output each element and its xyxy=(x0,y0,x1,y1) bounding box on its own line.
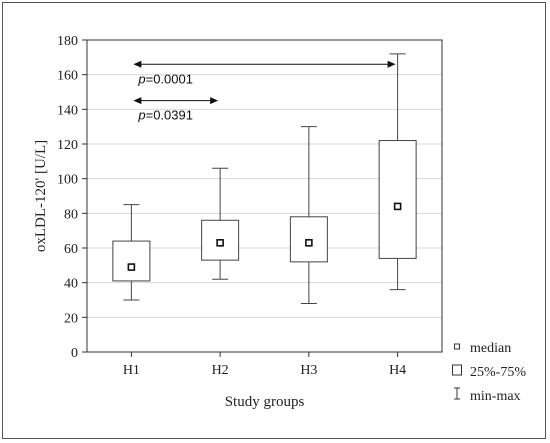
legend-item-median: median xyxy=(454,341,511,356)
median-marker xyxy=(393,202,402,211)
y-tick-label: 60 xyxy=(64,242,78,257)
y-tick-label: 20 xyxy=(64,311,78,326)
significance-annotation: p=0.0391 xyxy=(133,97,219,123)
iqr-box xyxy=(378,140,417,259)
legend-label: 25%-75% xyxy=(470,365,526,380)
x-axis: H1 H2 H3 H4 xyxy=(123,352,406,378)
box-h2 xyxy=(201,167,240,280)
arrow-left-icon xyxy=(133,60,142,68)
y-tick-label: 40 xyxy=(64,277,78,292)
x-axis-label: Study groups xyxy=(225,394,305,410)
y-tick-label: 0 xyxy=(71,346,78,361)
x-tick-label: H4 xyxy=(389,363,406,378)
iqr-box xyxy=(112,240,151,282)
legend-item-iqr: 25%-75% xyxy=(452,364,526,380)
p-value-label: p=0.0391 xyxy=(137,108,193,123)
p-symbol: p xyxy=(137,71,145,86)
p-value: =0.0001 xyxy=(146,71,193,86)
y-axis: 0 20 40 60 80 100 120 140 160 180 xyxy=(57,34,87,361)
y-tick-label: 100 xyxy=(57,173,78,188)
y-tick-label: 160 xyxy=(57,69,78,84)
legend-item-range: min-max xyxy=(454,387,521,404)
median-marker xyxy=(216,239,224,247)
legend: median 25%-75% min-max xyxy=(452,341,526,404)
whisker-legend-icon xyxy=(454,387,460,400)
box-h1 xyxy=(112,204,151,301)
median-marker xyxy=(305,239,313,247)
box-legend-icon xyxy=(452,364,462,376)
box-h3 xyxy=(289,126,328,304)
p-value: =0.0391 xyxy=(146,108,193,123)
x-tick-label: H1 xyxy=(123,363,140,378)
median-legend-icon xyxy=(454,343,460,350)
p-value-label: p=0.0001 xyxy=(137,71,193,86)
x-tick-label: H3 xyxy=(300,363,317,378)
arrow-left-icon xyxy=(133,97,142,105)
legend-label: median xyxy=(470,341,511,356)
box-h4 xyxy=(378,53,417,291)
significance-annotation: p=0.0001 xyxy=(133,60,396,86)
legend-label: min-max xyxy=(470,389,521,404)
x-tick-label: H2 xyxy=(212,363,229,378)
arrow-right-icon xyxy=(210,97,219,105)
median-marker xyxy=(127,263,136,271)
plot-area xyxy=(86,39,443,353)
arrow-right-icon xyxy=(387,60,396,68)
y-tick-label: 120 xyxy=(57,138,78,153)
y-tick-label: 140 xyxy=(57,103,78,118)
y-axis-label: oxLDL-120' [U/L] xyxy=(33,140,49,252)
y-tick-label: 180 xyxy=(57,34,78,49)
y-tick-label: 80 xyxy=(64,207,78,222)
p-symbol: p xyxy=(137,108,145,123)
boxes xyxy=(112,53,417,304)
